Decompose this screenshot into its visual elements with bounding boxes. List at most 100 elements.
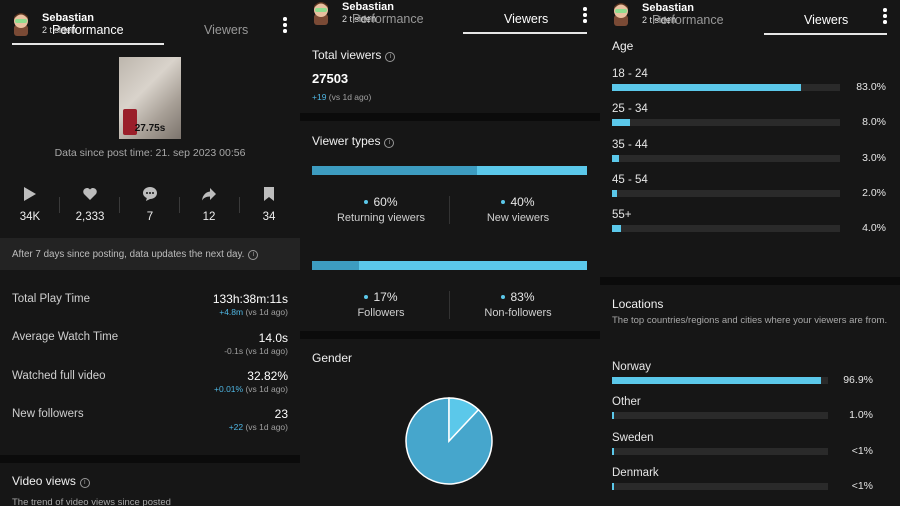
bar-track: [612, 225, 840, 233]
followers-bar: [312, 261, 587, 270]
nonfollowers-pct: 83%: [449, 290, 587, 304]
metric-delta: +0.01% (vs 1d ago): [120, 384, 288, 394]
age-title: Age: [612, 39, 634, 53]
tab-viewers[interactable]: Viewers: [504, 12, 549, 26]
username[interactable]: Sebastian: [642, 2, 694, 14]
video-views-title: Video views i: [12, 474, 90, 488]
tab-performance[interactable]: Performance: [352, 12, 424, 26]
viewer-types-title-text: Viewer types: [312, 134, 381, 148]
tab-underline: [12, 43, 164, 45]
avatar[interactable]: [611, 2, 631, 26]
nonfollowers-legend: 83% Non-followers: [449, 290, 587, 319]
play-icon: [24, 187, 36, 201]
metric-label: Average Watch Time: [12, 331, 119, 343]
new-pct: 40%: [449, 195, 587, 209]
post-time: 2 t siden: [42, 25, 77, 35]
followers-legend: 17% Followers: [312, 290, 450, 319]
tab-performance[interactable]: Performance: [52, 23, 124, 37]
total-viewers-title: Total viewers i: [312, 48, 396, 62]
metric-label: Total Play Time: [12, 293, 90, 305]
followers-pct-value: 17%: [373, 290, 398, 304]
more-options-icon[interactable]: [883, 8, 887, 26]
bar-fill: [612, 154, 619, 162]
bar-track: [612, 154, 840, 162]
username[interactable]: Sebastian: [42, 12, 94, 24]
more-options-icon[interactable]: [283, 17, 287, 35]
followers-segment: [312, 261, 359, 270]
returning-legend: 60% Returning viewers: [312, 195, 450, 224]
bar-row-label: Other: [612, 396, 641, 409]
metric-delta: -0.1s (vs 1d ago): [120, 346, 288, 356]
video-views-subtitle: The trend of video views since posted: [12, 497, 171, 506]
views-stat: 34K: [10, 186, 50, 223]
bookmark-icon: [264, 187, 274, 201]
metric-delta-suffix: (vs 1d ago): [243, 422, 288, 432]
gender-slice-minor: [448, 397, 480, 443]
bar-percent: 83.0%: [856, 81, 886, 93]
bar-track: [612, 84, 840, 91]
info-icon[interactable]: i: [384, 138, 395, 148]
metric-label: New followers: [12, 408, 84, 420]
post-time: 2 t siden: [642, 15, 677, 25]
divider: [449, 196, 450, 224]
bar-fill: [612, 84, 802, 91]
metric-value: 23: [274, 407, 288, 421]
comments-stat: 7: [130, 186, 170, 223]
bar-track: [612, 447, 828, 455]
viewers-panel: Sebastian Performance 2 t siden Viewers …: [300, 0, 600, 506]
bar-percent: 3.0%: [862, 151, 886, 164]
divider: [239, 197, 240, 213]
section-separator: [600, 277, 900, 285]
saves-count: 34: [262, 211, 276, 223]
bar-percent: 2.0%: [862, 186, 886, 199]
update-notice-label: After 7 days since posting, data updates…: [12, 249, 245, 260]
bar-track: [612, 119, 840, 127]
metric-delta-suffix: (vs 1d ago): [243, 384, 288, 394]
bar-percent: <1%: [851, 444, 873, 457]
bar-fill: [612, 447, 614, 455]
likes-count: 2,333: [75, 211, 105, 223]
video-thumbnail[interactable]: 27.75s: [119, 57, 181, 139]
shares-stat: 12: [189, 186, 229, 223]
bar-track: [612, 482, 828, 490]
tab-viewers[interactable]: Viewers: [804, 13, 849, 27]
performance-panel: Sebastian Performance 2 t siden Viewers …: [0, 0, 300, 506]
bar-fill: [612, 189, 617, 197]
bar-row-label: 45 - 54: [612, 173, 648, 186]
nonfollowers-segment: [358, 261, 587, 270]
bar-row-label: 35 - 44: [612, 138, 648, 151]
metric-value: 133h:38m:11s: [212, 292, 288, 306]
views-count: 34K: [19, 211, 41, 223]
bar-fill: [612, 377, 822, 384]
avatar[interactable]: [11, 12, 31, 36]
username[interactable]: Sebastian: [342, 1, 394, 13]
thumbnail-product: [123, 109, 137, 135]
returning-pct: 60%: [312, 195, 450, 209]
bar-fill: [612, 225, 622, 233]
divider: [119, 197, 120, 213]
tab-viewers[interactable]: Viewers: [204, 23, 249, 37]
more-options-icon[interactable]: [583, 7, 587, 25]
bar-percent: 96.9%: [843, 374, 873, 386]
bar-row-label: 55+: [612, 209, 632, 222]
heart-icon: [83, 188, 97, 200]
bar-percent: 4.0%: [862, 222, 886, 235]
info-icon[interactable]: i: [248, 250, 259, 260]
avatar[interactable]: [311, 1, 331, 25]
total-viewers-delta: +19 (vs 1d ago): [312, 92, 371, 102]
bar-row-label: 25 - 34: [612, 103, 648, 116]
total-viewers-title-text: Total viewers: [312, 48, 382, 62]
divider: [449, 291, 450, 319]
data-since-text: Data since post time: 21. sep 2023 00:56: [54, 147, 246, 159]
new-pct-value: 40%: [510, 195, 535, 209]
total-viewers-delta-value: +19: [312, 92, 327, 102]
info-icon[interactable]: i: [385, 52, 396, 62]
total-viewers-value: 27503: [312, 71, 349, 86]
video-views-title-text: Video views: [12, 474, 76, 488]
update-notice-bar: After 7 days since posting, data updates…: [0, 238, 300, 270]
info-icon[interactable]: i: [79, 478, 90, 488]
tab-performance[interactable]: Performance: [652, 13, 724, 27]
metric-delta: +4.8m (vs 1d ago): [120, 307, 288, 317]
metric-value: 14.0s: [258, 331, 288, 345]
comments-count: 7: [146, 211, 154, 223]
